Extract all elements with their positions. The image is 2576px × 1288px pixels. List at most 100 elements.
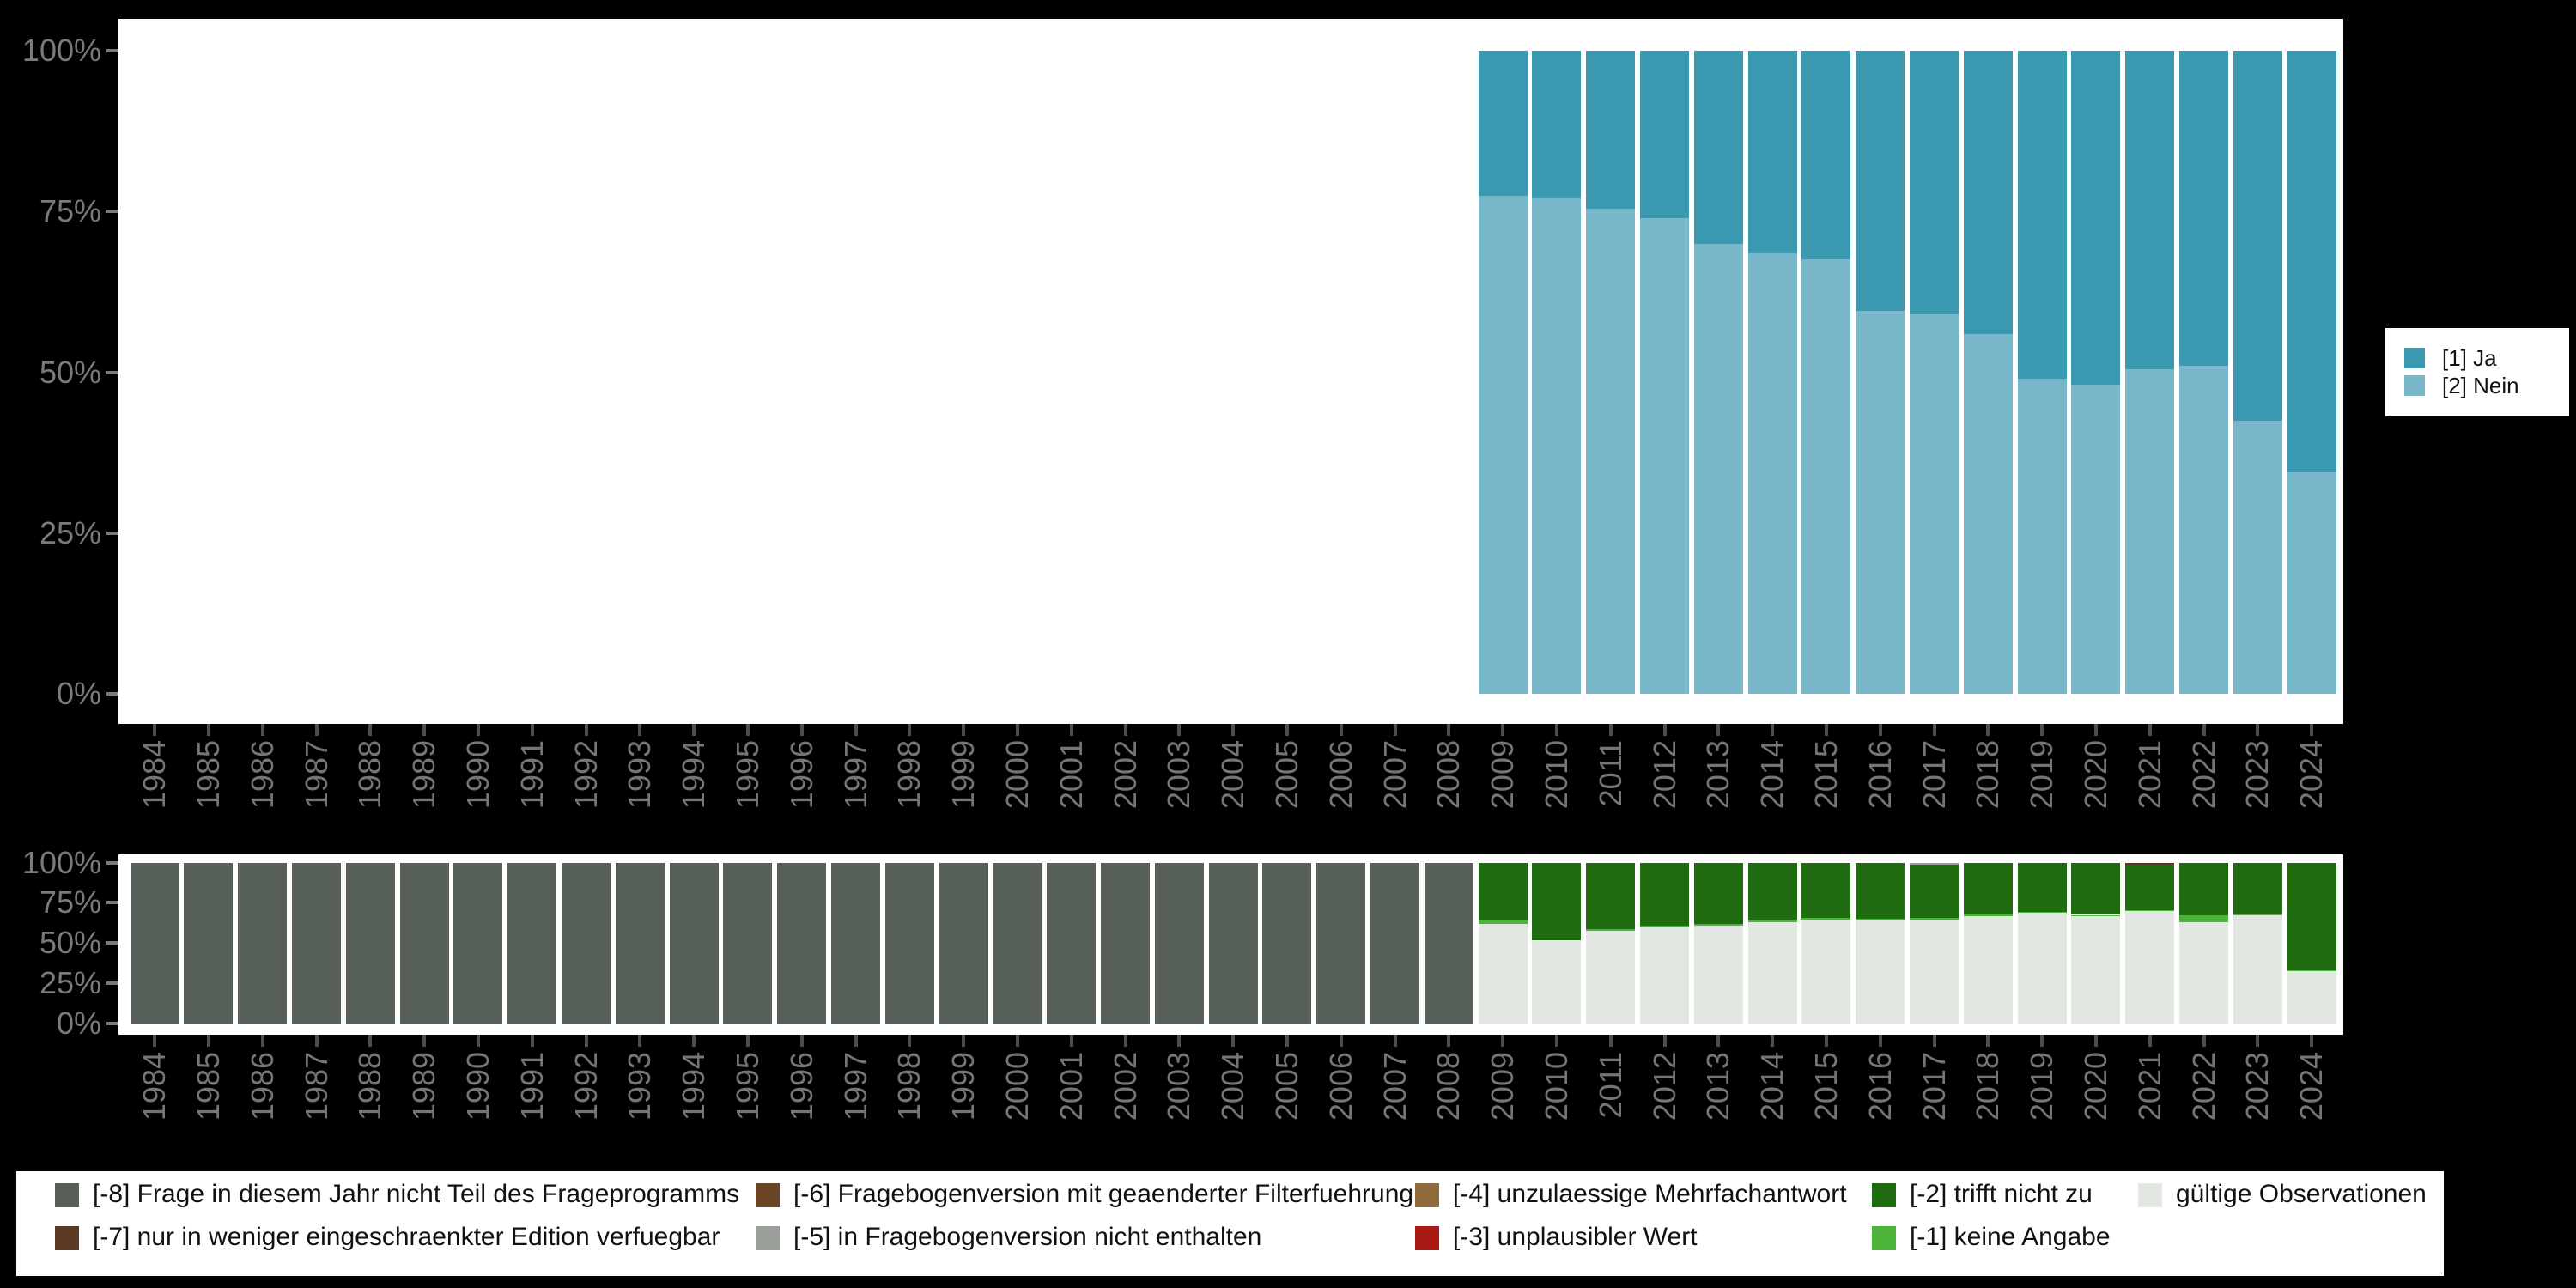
top-y-label-25%: 25% bbox=[39, 514, 101, 550]
top-x-label-2008: 2008 bbox=[1431, 740, 1467, 810]
missing-bar-2024-valid bbox=[2287, 971, 2336, 1024]
bottom-x-label-2015: 2015 bbox=[1807, 1052, 1844, 1121]
bar-2015-ja bbox=[1801, 51, 1851, 260]
top-y-tick-50% bbox=[106, 370, 118, 374]
bottom-x-tick-1985 bbox=[206, 1035, 210, 1047]
top-x-tick-1996 bbox=[799, 724, 804, 736]
legend-swatch-valid bbox=[2138, 1183, 2162, 1207]
bottom-x-tick-2016 bbox=[1878, 1035, 1882, 1047]
top-x-tick-2005 bbox=[1285, 724, 1289, 736]
bottom-x-tick-1996 bbox=[799, 1035, 804, 1047]
missing-bar-2023-valid bbox=[2233, 915, 2282, 1024]
top-x-label-1984: 1984 bbox=[137, 740, 173, 810]
missing-bar-2016-m2 bbox=[1856, 862, 1905, 920]
bottom-x-label-1994: 1994 bbox=[676, 1052, 712, 1121]
missing-bar-2016-m1 bbox=[1856, 919, 1905, 921]
missing-bar-2020-m2 bbox=[2071, 862, 2121, 915]
bottom-x-label-2014: 2014 bbox=[1754, 1052, 1790, 1121]
top-x-tick-1985 bbox=[206, 724, 210, 736]
top-x-label-2018: 2018 bbox=[1970, 740, 2006, 810]
bar-2011-ja bbox=[1586, 51, 1636, 209]
top-x-tick-2020 bbox=[2093, 724, 2098, 736]
bar-2013-nein bbox=[1693, 243, 1743, 694]
top-x-label-2012: 2012 bbox=[1646, 740, 1682, 810]
bottom-x-tick-1986 bbox=[260, 1035, 264, 1047]
legend-label-m5: [-5] in Fragebogenversion nicht enthalte… bbox=[793, 1223, 1262, 1251]
missing-bar-2011-m2 bbox=[1586, 862, 1636, 930]
bar-2015-nein bbox=[1801, 259, 1851, 694]
bottom-x-tick-2004 bbox=[1231, 1035, 1236, 1047]
top-x-label-2021: 2021 bbox=[2131, 740, 2167, 810]
bottom-x-label-1987: 1987 bbox=[298, 1052, 334, 1121]
top-x-tick-1991 bbox=[530, 724, 534, 736]
bar-2011-nein bbox=[1586, 208, 1636, 694]
bottom-x-label-2021: 2021 bbox=[2131, 1052, 2167, 1121]
bar-2020-nein bbox=[2071, 385, 2121, 694]
bottom-x-tick-2015 bbox=[1824, 1035, 1828, 1047]
bottom-x-tick-1991 bbox=[530, 1035, 534, 1047]
response-legend: [1] Ja [2] Nein bbox=[2385, 328, 2569, 416]
top-x-tick-2023 bbox=[2256, 724, 2260, 736]
legend-swatch-ja bbox=[2404, 348, 2425, 368]
missing-bar-2019-m2 bbox=[2017, 862, 2067, 912]
top-x-label-2024: 2024 bbox=[2293, 740, 2330, 810]
top-x-tick-2022 bbox=[2202, 724, 2206, 736]
top-x-tick-1984 bbox=[153, 724, 157, 736]
missing-bar-2012-valid bbox=[1640, 927, 1689, 1024]
missing-bar-2006-m8 bbox=[1316, 862, 1366, 1024]
top-x-label-2022: 2022 bbox=[2185, 740, 2221, 810]
top-x-label-2004: 2004 bbox=[1215, 740, 1251, 810]
bottom-x-label-2013: 2013 bbox=[1700, 1052, 1736, 1121]
top-x-label-1993: 1993 bbox=[622, 740, 658, 810]
top-x-label-2020: 2020 bbox=[2077, 740, 2113, 810]
bottom-x-label-2019: 2019 bbox=[2024, 1052, 2060, 1121]
bottom-y-tick-75% bbox=[106, 901, 118, 905]
missing-bar-1991-m8 bbox=[507, 862, 557, 1024]
missing-bar-2014-m2 bbox=[1747, 862, 1797, 920]
missing-bar-1984-m8 bbox=[130, 862, 179, 1024]
top-x-label-1996: 1996 bbox=[783, 740, 819, 810]
missing-bar-2003-m8 bbox=[1154, 862, 1204, 1024]
bottom-x-tick-2010 bbox=[1554, 1035, 1558, 1047]
bottom-x-tick-2002 bbox=[1123, 1035, 1127, 1047]
missing-bar-2013-m1 bbox=[1693, 923, 1743, 926]
missing-bar-2009-m2 bbox=[1478, 862, 1528, 921]
top-x-label-2019: 2019 bbox=[2024, 740, 2060, 810]
bottom-x-tick-2007 bbox=[1393, 1035, 1397, 1047]
top-x-label-2003: 2003 bbox=[1161, 740, 1197, 810]
legend-label-ja: [1] Ja bbox=[2442, 345, 2497, 371]
bottom-x-label-1998: 1998 bbox=[891, 1052, 927, 1121]
bottom-y-tick-25% bbox=[106, 981, 118, 986]
missing-bar-2008-m8 bbox=[1424, 862, 1473, 1024]
missing-bar-2017-m5 bbox=[1910, 862, 1959, 866]
missing-bar-2010-m2 bbox=[1532, 862, 1582, 941]
missing-bar-2015-m2 bbox=[1801, 862, 1851, 919]
top-x-label-2010: 2010 bbox=[1538, 740, 1574, 810]
top-x-tick-2018 bbox=[1986, 724, 1990, 736]
top-x-tick-2015 bbox=[1824, 724, 1828, 736]
bottom-x-tick-2017 bbox=[1932, 1035, 1936, 1047]
missing-bar-2015-valid bbox=[1801, 920, 1851, 1024]
bottom-y-label-0%: 0% bbox=[56, 1005, 101, 1041]
bottom-x-tick-2021 bbox=[2148, 1035, 2152, 1047]
bottom-x-tick-2005 bbox=[1285, 1035, 1289, 1047]
legend-label-m7: [-7] nur in weniger eingeschraenkter Edi… bbox=[93, 1223, 720, 1251]
top-x-tick-2016 bbox=[1878, 724, 1882, 736]
bottom-x-tick-2001 bbox=[1069, 1035, 1073, 1047]
bottom-x-label-2001: 2001 bbox=[1053, 1052, 1089, 1121]
top-y-tick-100% bbox=[106, 49, 118, 52]
bar-2019-nein bbox=[2017, 378, 2067, 694]
missing-bar-2020-m1 bbox=[2071, 914, 2121, 917]
bottom-x-label-2011: 2011 bbox=[1592, 1052, 1628, 1119]
bottom-x-tick-1993 bbox=[638, 1035, 642, 1047]
missing-bar-2005-m8 bbox=[1262, 862, 1312, 1024]
missing-bar-1992-m8 bbox=[562, 862, 611, 1024]
top-x-label-1995: 1995 bbox=[729, 740, 765, 810]
top-x-label-2017: 2017 bbox=[1916, 740, 1952, 810]
bottom-x-tick-2024 bbox=[2310, 1035, 2314, 1047]
bar-2009-nein bbox=[1478, 195, 1528, 694]
bottom-y-label-100%: 100% bbox=[21, 844, 101, 880]
legend-label-m3: [-3] unplausibler Wert bbox=[1453, 1223, 1698, 1251]
missing-bar-2023-m1 bbox=[2233, 914, 2282, 916]
bottom-x-tick-1999 bbox=[962, 1035, 966, 1047]
